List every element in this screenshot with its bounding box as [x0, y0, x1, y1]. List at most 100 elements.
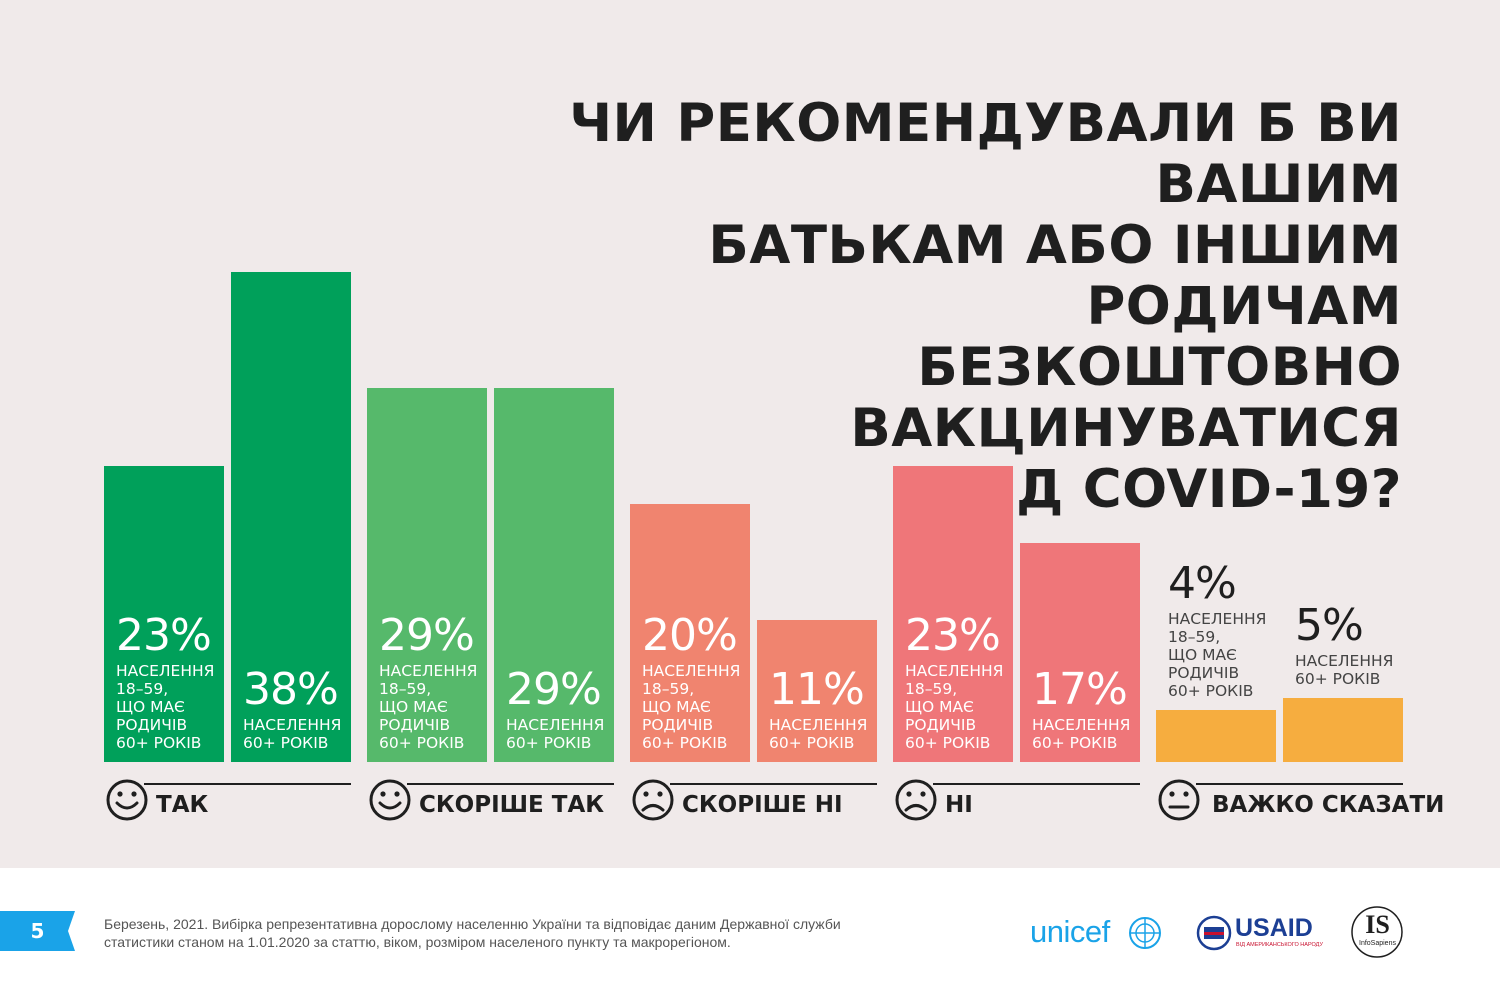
series-label-line: 60+ РОКІВ — [769, 734, 855, 752]
infosapiens-circle-icon — [1351, 906, 1403, 958]
unicef-logo-text: unicef — [1030, 914, 1110, 949]
bar-2-series-1 — [367, 388, 487, 762]
series-label-line: ЩО МАЄ — [379, 698, 448, 716]
usaid-seal-icon — [1196, 915, 1232, 951]
value-label-4-series-2: 17% — [1032, 664, 1128, 715]
series-label-line: 60+ РОКІВ — [379, 734, 465, 752]
category-underline-2 — [407, 783, 614, 785]
unicef-logo: unicef — [1030, 912, 1165, 952]
series-label-line: 18–59, — [642, 680, 695, 698]
category-underline-1 — [144, 783, 351, 785]
value-label-3-series-1: 20% — [642, 610, 738, 661]
series-label-line: 60+ РОКІВ — [506, 734, 592, 752]
series-label-line: 60+ РОКІВ — [1032, 734, 1118, 752]
smile-icon — [106, 779, 148, 821]
series-label-line: РОДИЧІВ — [642, 716, 714, 734]
bar-4-series-2 — [1020, 542, 1140, 762]
title-line-4: ВІД COVID-19? — [954, 459, 1402, 520]
series-label-line: ЩО МАЄ — [1168, 646, 1237, 665]
series-label-line: 60+ РОКІВ — [1168, 682, 1254, 701]
series-label-line: ЩО МАЄ — [642, 698, 711, 716]
value-label-2-series-1: 29% — [379, 610, 475, 661]
title-line-1: ЧИ РЕКОМЕНДУВАЛИ Б ВИ ВАШИМ — [569, 93, 1402, 215]
series-label-line: 60+ РОКІВ — [116, 734, 202, 752]
bar-chart: 23% НАСЕЛЕННЯ 18–59, ЩО МАЄ РОДИЧІВ 60+ РОКІВ… — [104, 272, 1445, 821]
chart-area: ЧИ РЕКОМЕНДУВАЛИ Б ВИ ВАШИМ БАТЬКАМ АБО … — [0, 0, 1500, 868]
series-label-line: НАСЕЛЕННЯ — [243, 716, 342, 734]
series-label-line: РОДИЧІВ — [1168, 664, 1240, 683]
series-label-3-series-2: НАСЕЛЕННЯ 60+ РОКІВ — [769, 716, 867, 752]
series-label-line: ЩО МАЄ — [116, 698, 185, 716]
value-label-2-series-2: 29% — [506, 664, 602, 715]
frown-icon — [632, 779, 674, 821]
page-number-badge — [0, 911, 75, 951]
series-label-4-series-2: НАСЕЛЕННЯ 60+ РОКІВ — [1032, 716, 1130, 752]
value-label-1-series-1: 23% — [116, 610, 212, 661]
usaid-logo: USAID ВІД АМЕРИКАНСЬКОГО НАРОДУ — [1196, 912, 1323, 954]
category-underline-4 — [933, 783, 1140, 785]
series-label-line: ЩО МАЄ — [905, 698, 974, 716]
bar-4-series-1 — [893, 465, 1013, 762]
chart-title: ЧИ РЕКОМЕНДУВАЛИ Б ВИ ВАШИМ БАТЬКАМ АБО … — [422, 93, 1402, 520]
category-label-5: ВАЖКО СКАЗАТИ — [1212, 792, 1445, 818]
value-label-3-series-2: 11% — [769, 664, 865, 715]
series-label-5-series-1: НАСЕЛЕННЯ 18–59, ЩО МАЄ РОДИЧІВ 60+ РОКІВ — [1168, 610, 1266, 700]
category-label-2: СКОРІШЕ ТАК — [419, 792, 605, 818]
series-label-line: НАСЕЛЕННЯ — [116, 662, 215, 680]
series-label-line: 60+ РОКІВ — [905, 734, 991, 752]
frown-icon — [895, 779, 937, 821]
series-label-1-series-1: НАСЕЛЕННЯ 18–59, ЩО МАЄ РОДИЧІВ 60+ РОКІВ — [116, 662, 214, 752]
bar-3-series-1 — [630, 504, 750, 762]
bar-3-series-2 — [757, 620, 877, 762]
neutral-face-icon — [1158, 779, 1200, 821]
series-label-line: НАСЕЛЕННЯ — [905, 662, 1004, 680]
series-label-4-series-1: НАСЕЛЕННЯ 18–59, ЩО МАЄ РОДИЧІВ 60+ РОКІВ — [905, 662, 1003, 752]
series-label-line: НАСЕЛЕННЯ — [769, 716, 868, 734]
series-label-line: НАСЕЛЕННЯ — [506, 716, 605, 734]
category-underline-5 — [1196, 783, 1403, 785]
series-label-line: НАСЕЛЕННЯ — [1168, 610, 1267, 629]
series-label-line: 18–59, — [905, 680, 958, 698]
series-label-line: 60+ РОКІВ — [243, 734, 329, 752]
page-number: 5 — [30, 919, 45, 943]
category-underline-3 — [670, 783, 877, 785]
category-label-1: ТАК — [156, 792, 209, 818]
series-label-3-series-1: НАСЕЛЕННЯ 18–59, ЩО МАЄ РОДИЧІВ 60+ РОКІВ — [642, 662, 740, 752]
footer — [0, 868, 1500, 1000]
infosapiens-logo-text: IS — [1365, 910, 1390, 939]
bar-2-series-2 — [494, 388, 614, 762]
smile-icon — [369, 779, 411, 821]
value-label-5-series-1: 4% — [1168, 558, 1237, 610]
series-label-line: НАСЕЛЕННЯ — [642, 662, 741, 680]
value-label-1-series-2: 38% — [243, 664, 339, 715]
series-label-line: 18–59, — [379, 680, 432, 698]
series-label-5-series-2: НАСЕЛЕННЯ 60+ РОКІВ — [1295, 652, 1393, 688]
bar-1-series-2 — [231, 272, 351, 762]
series-label-line: РОДИЧІВ — [905, 716, 977, 734]
series-label-2-series-2: НАСЕЛЕННЯ 60+ РОКІВ — [506, 716, 604, 752]
series-label-line: РОДИЧІВ — [116, 716, 188, 734]
bar-5-series-1 — [1156, 710, 1276, 762]
category-label-3: СКОРІШЕ НІ — [682, 792, 843, 818]
series-label-line: 18–59, — [1168, 628, 1221, 647]
series-label-2-series-1: НАСЕЛЕННЯ 18–59, ЩО МАЄ РОДИЧІВ 60+ РОКІВ — [379, 662, 477, 752]
bar-5-series-2 — [1283, 697, 1403, 762]
series-label-line: 60+ РОКІВ — [642, 734, 728, 752]
usaid-logo-text: USAID — [1235, 914, 1313, 942]
bar-1-series-1 — [104, 465, 224, 762]
series-label-line: 18–59, — [116, 680, 169, 698]
series-label-line: РОДИЧІВ — [379, 716, 451, 734]
value-label-4-series-1: 23% — [905, 610, 1001, 661]
series-label-line: 60+ РОКІВ — [1295, 669, 1381, 688]
footnote: Березень, 2021. Вибірка репрезентативна … — [104, 916, 841, 950]
series-label-line: НАСЕЛЕННЯ — [1295, 651, 1394, 670]
series-label-1-series-2: НАСЕЛЕННЯ 60+ РОКІВ — [243, 716, 341, 752]
infosapiens-logo: IS InfoSapiens — [1350, 905, 1405, 960]
usaid-logo-subtext: ВІД АМЕРИКАНСЬКОГО НАРОДУ — [1236, 942, 1323, 948]
title-line-3: БЕЗКОШТОВНО ВАКЦИНУВАТИСЯ — [850, 337, 1402, 459]
unicef-emblem-icon — [1129, 917, 1161, 949]
series-label-line: НАСЕЛЕННЯ — [1032, 716, 1131, 734]
infosapiens-logo-subtext: InfoSapiens — [1359, 940, 1396, 947]
value-label-5-series-2: 5% — [1295, 599, 1364, 651]
category-label-4: НІ — [945, 792, 973, 818]
